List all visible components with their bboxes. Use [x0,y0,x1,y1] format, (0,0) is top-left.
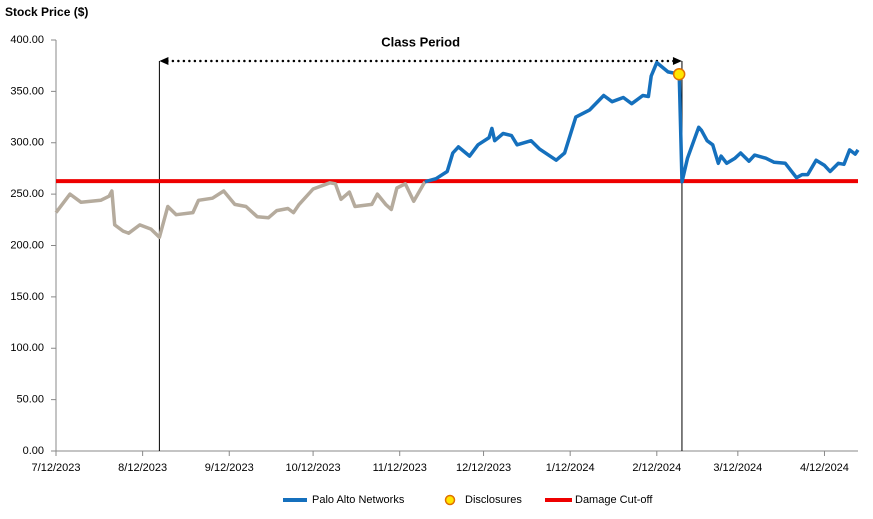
y-tick-label: 250.00 [10,188,44,200]
legend-label: Palo Alto Networks [312,494,405,506]
y-tick-label: 350.00 [10,85,44,97]
x-tick-label: 12/12/2023 [456,462,511,474]
x-tick-label: 7/12/2023 [32,462,81,474]
x-tick-label: 10/12/2023 [286,462,341,474]
x-tick-label: 8/12/2023 [118,462,167,474]
arrow-head [159,57,169,65]
legend-swatch [444,494,456,506]
x-tick-label: 9/12/2023 [205,462,254,474]
y-tick-label: 300.00 [10,137,44,149]
x-tick-label: 1/12/2024 [546,462,595,474]
disclosure-marker [672,67,686,81]
arrow-head [672,57,682,65]
x-tick-label: 4/12/2024 [800,462,849,474]
x-tick-label: 11/12/2023 [373,462,427,474]
x-tick-label: 3/12/2024 [713,462,762,474]
y-tick-label: 0.00 [23,445,44,457]
y-tick-label: 150.00 [10,291,44,303]
legend-label: Damage Cut-off [575,494,653,506]
y-axis-title: Stock Price ($) [5,5,88,19]
x-tick-label: 2/12/2024 [632,462,681,474]
y-tick-label: 200.00 [10,239,44,251]
y-tick-label: 100.00 [10,342,44,354]
price-line [54,180,427,240]
price-line [424,60,860,184]
y-tick-label: 50.00 [16,394,44,406]
class-period-label: Class Period [381,34,460,49]
y-tick-label: 400.00 [10,34,44,46]
legend-label: Disclosures [465,494,522,506]
